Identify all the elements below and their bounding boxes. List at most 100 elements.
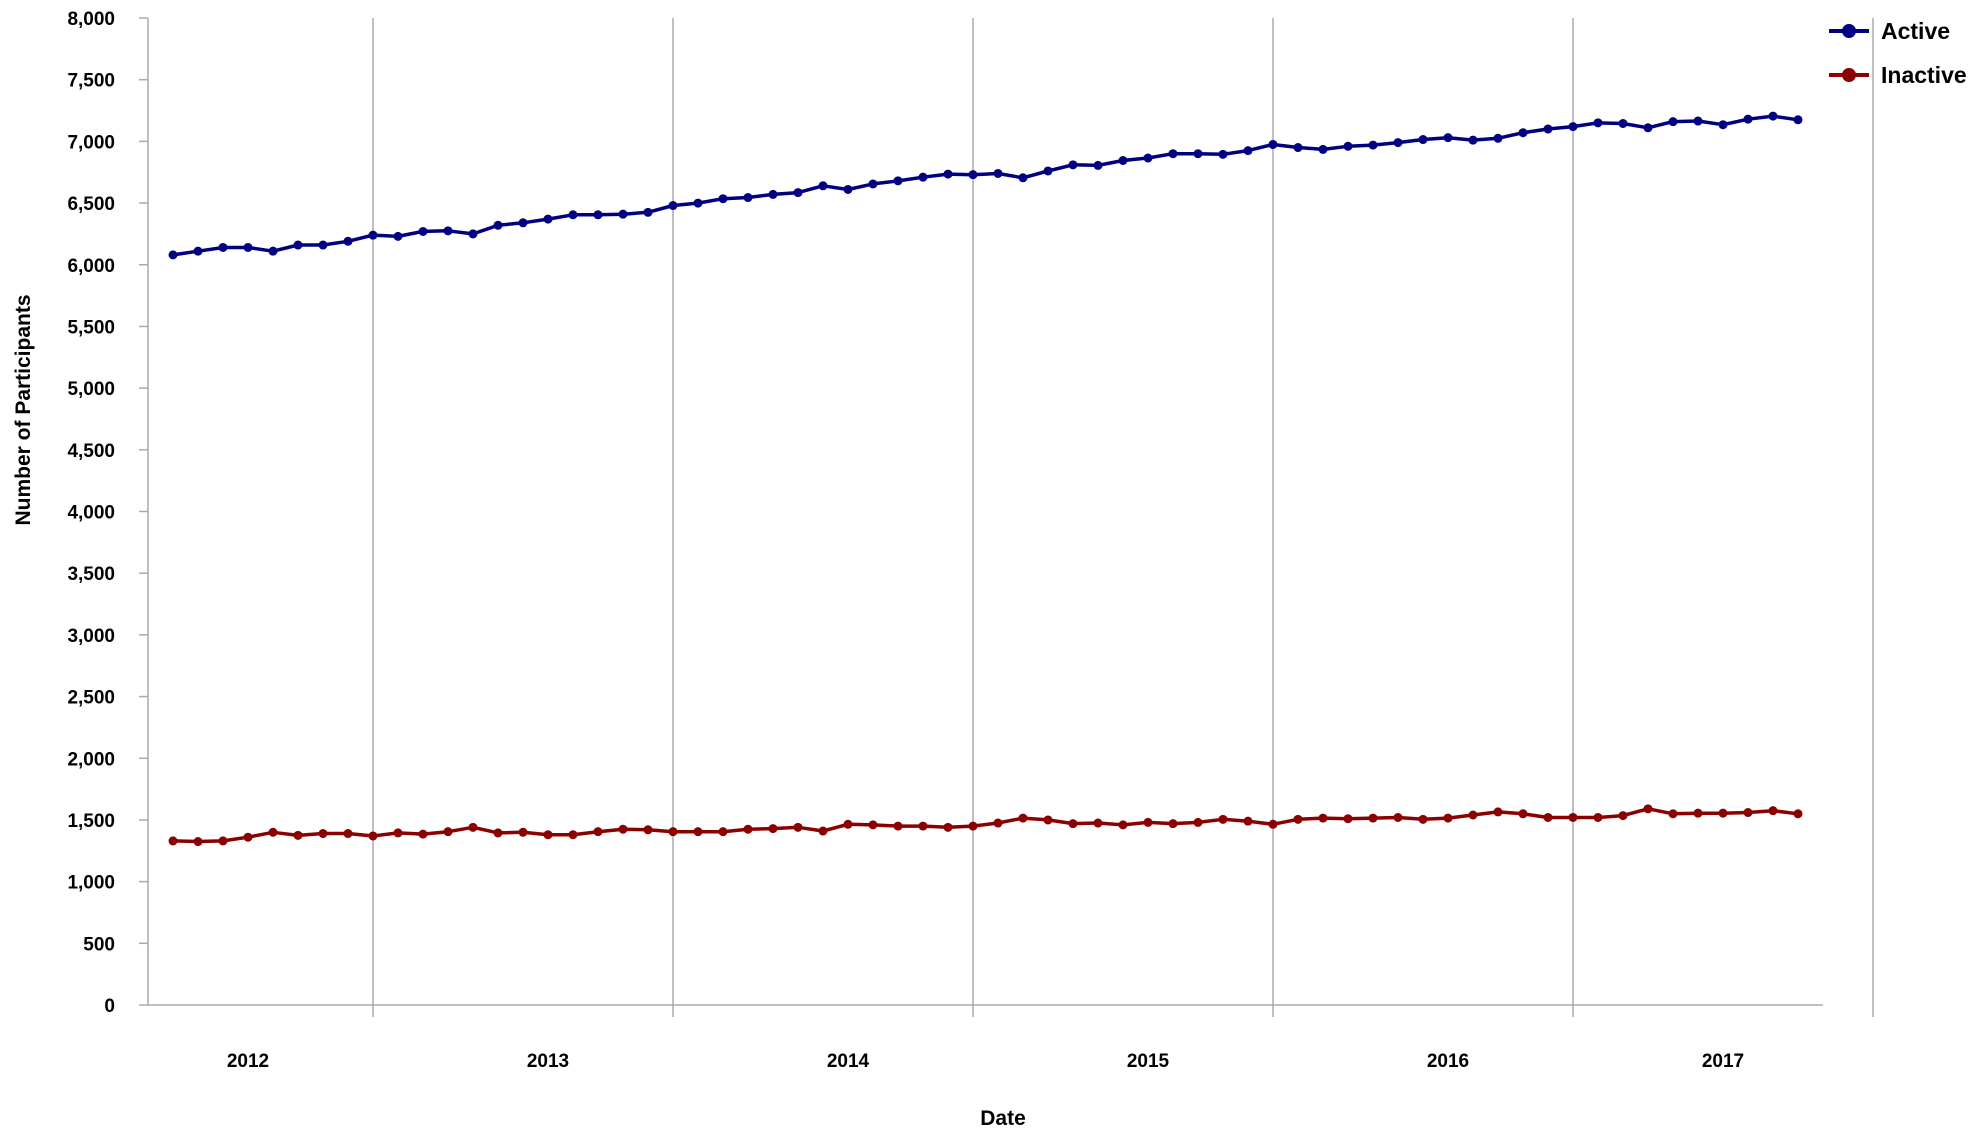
data-point-inactive xyxy=(1068,819,1078,829)
data-point-inactive xyxy=(1143,817,1153,827)
data-point-active xyxy=(618,209,628,219)
data-point-inactive xyxy=(818,826,828,836)
data-point-active xyxy=(368,230,378,240)
data-point-inactive xyxy=(893,821,903,831)
data-point-active xyxy=(893,176,903,186)
data-point-active xyxy=(1143,153,1153,163)
data-point-active xyxy=(1368,140,1378,150)
x-tick-label-2012: 2012 xyxy=(227,1051,269,1072)
data-point-inactive xyxy=(1618,811,1628,821)
data-point-inactive xyxy=(518,827,528,837)
data-point-active xyxy=(818,181,828,191)
data-point-active xyxy=(1593,118,1603,128)
data-point-inactive xyxy=(1718,808,1728,818)
data-point-inactive xyxy=(343,829,353,839)
data-point-inactive xyxy=(968,821,978,831)
data-point-active xyxy=(593,210,603,220)
data-point-active xyxy=(1018,173,1028,183)
data-point-active xyxy=(1293,143,1303,153)
data-point-inactive xyxy=(218,836,228,846)
data-point-active xyxy=(1693,116,1703,126)
data-point-active xyxy=(318,240,328,250)
x-tick-label-2016: 2016 xyxy=(1427,1051,1469,1072)
data-point-inactive xyxy=(1768,806,1778,816)
data-point-active xyxy=(1068,160,1078,170)
data-point-inactive xyxy=(1093,818,1103,828)
data-point-inactive xyxy=(1568,812,1578,822)
data-point-inactive xyxy=(668,827,678,837)
axis-layer xyxy=(147,18,1823,1006)
data-point-inactive xyxy=(618,824,628,834)
data-point-inactive xyxy=(643,825,653,835)
series-line-active xyxy=(172,114,1799,257)
data-point-inactive xyxy=(1018,813,1028,823)
data-point-active xyxy=(1618,118,1628,128)
data-point-inactive xyxy=(743,824,753,834)
series-line-inactive xyxy=(172,807,1799,844)
data-point-inactive xyxy=(1743,808,1753,818)
y-axis-title: Number of Participants xyxy=(12,294,35,525)
data-point-inactive xyxy=(1493,807,1503,817)
data-point-active xyxy=(1268,139,1278,149)
grid-layer xyxy=(372,18,1874,1017)
data-point-active xyxy=(768,189,778,199)
data-point-inactive xyxy=(1118,820,1128,830)
y-tick-label: 6,500 xyxy=(67,194,115,215)
x-tick-label-2014: 2014 xyxy=(827,1051,870,1072)
data-point-active xyxy=(1493,133,1503,143)
series-inactive xyxy=(168,804,1803,847)
data-point-inactive xyxy=(1518,809,1528,819)
data-point-active xyxy=(518,218,528,228)
y-tick-label: 2,500 xyxy=(67,688,115,709)
data-point-active xyxy=(668,201,678,211)
data-point-inactive xyxy=(1268,819,1278,829)
data-point-active xyxy=(693,198,703,208)
data-point-inactive xyxy=(1318,813,1328,823)
legend-label-inactive: Inactive xyxy=(1881,62,1967,88)
y-tick-label: 4,000 xyxy=(67,503,115,524)
data-point-active xyxy=(568,210,578,220)
data-point-active xyxy=(1043,166,1053,176)
data-point-active xyxy=(468,229,478,239)
data-point-inactive xyxy=(1193,817,1203,827)
data-point-active xyxy=(1543,124,1553,134)
y-tick-label: 7,000 xyxy=(67,132,115,153)
data-point-active xyxy=(1793,115,1803,125)
data-point-inactive xyxy=(1468,810,1478,820)
data-point-inactive xyxy=(1693,808,1703,818)
data-point-active xyxy=(643,207,653,217)
data-point-inactive xyxy=(1243,816,1253,826)
data-point-active xyxy=(418,226,428,236)
x-tick-label-2017: 2017 xyxy=(1702,1051,1744,1072)
legend-marker-inactive xyxy=(1842,68,1856,82)
data-point-active xyxy=(1468,135,1478,145)
data-point-inactive xyxy=(1168,819,1178,829)
data-point-inactive xyxy=(993,818,1003,828)
y-tick-labels: 0 500 1,000 1,500 2,000 2,500 3,000 3,500 4,000 4… xyxy=(67,9,148,1017)
data-point-inactive xyxy=(768,824,778,834)
data-point-active xyxy=(1418,135,1428,145)
data-point-active xyxy=(1393,138,1403,148)
data-point-inactive xyxy=(368,831,378,841)
y-tick-label: 5,500 xyxy=(67,317,115,338)
data-point-inactive xyxy=(493,828,503,838)
y-tick-label: 4,500 xyxy=(67,441,115,462)
y-tick-label: 6,000 xyxy=(67,256,115,277)
data-point-active xyxy=(1668,117,1678,127)
data-point-inactive xyxy=(1218,814,1228,824)
data-point-active xyxy=(493,220,503,230)
data-point-inactive xyxy=(1418,814,1428,824)
data-point-inactive xyxy=(1368,813,1378,823)
data-point-inactive xyxy=(268,827,278,837)
y-tick-label: 2,000 xyxy=(67,749,115,770)
y-tick-label: 7,500 xyxy=(67,71,115,92)
data-point-active xyxy=(1343,141,1353,151)
data-point-inactive xyxy=(793,822,803,832)
data-point-active xyxy=(868,179,878,189)
data-point-inactive xyxy=(193,837,203,847)
data-point-active xyxy=(343,236,353,246)
data-point-active xyxy=(1768,111,1778,121)
data-point-active xyxy=(168,250,178,260)
